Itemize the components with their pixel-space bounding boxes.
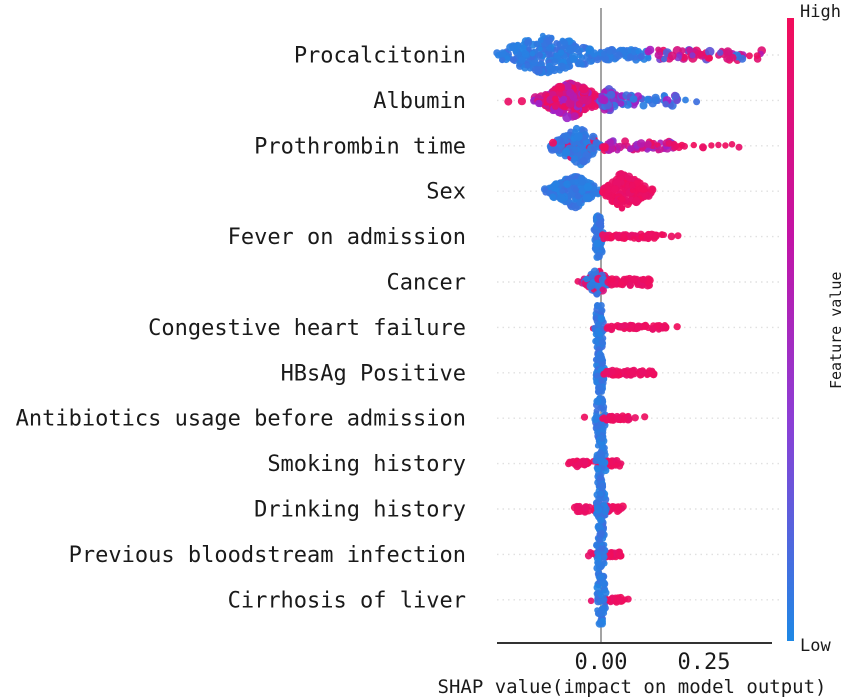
feature-label: Drinking history <box>254 498 466 523</box>
feature-row-dots <box>565 434 625 491</box>
feature-row-dots <box>546 124 743 169</box>
feature-label: HBsAg Positive <box>281 361 466 386</box>
feature-label: Smoking history <box>267 452 466 477</box>
feature-row-dots <box>590 212 682 261</box>
feature-row-dots <box>540 170 657 212</box>
colorbar-axis-label: Feature value <box>827 271 845 389</box>
colorbar-low-label: Low <box>800 636 831 656</box>
beeswarm-dots <box>493 32 766 628</box>
feature-row-dots <box>493 32 766 77</box>
x-axis-label: SHAP value(impact on model output) <box>437 676 827 698</box>
feature-label: Albumin <box>373 89 466 114</box>
feature-label: Prothrombin time <box>254 134 466 159</box>
feature-label: Sex <box>426 180 466 205</box>
feature-label: Cirrhosis of liver <box>228 588 466 613</box>
feature-label: Procalcitonin <box>294 44 466 69</box>
feature-row-dots <box>504 79 701 123</box>
feature-label: Cancer <box>387 271 466 296</box>
feature-label: Congestive heart failure <box>148 316 466 341</box>
x-tick-label-1: 0.25 <box>677 650 731 675</box>
feature-label: Fever on admission <box>228 225 466 250</box>
feature-row-dots <box>587 573 632 628</box>
feature-label: Antibiotics usage before admission <box>16 407 466 432</box>
feature-label: Previous bloodstream infection <box>69 543 466 568</box>
feature-labels: Procalcitonin Albumin Prothrombin time Sex F… <box>16 44 466 614</box>
x-tick-label-0: 0.00 <box>574 650 628 675</box>
feature-row-dots <box>592 349 658 396</box>
feature-row-dots <box>584 523 625 585</box>
feature-row-dots <box>589 302 681 353</box>
colorbar-high-label: High <box>800 2 841 22</box>
feature-value-colorbar <box>787 18 794 641</box>
feature-row-dots <box>580 394 649 442</box>
feature-row-dots <box>574 267 654 298</box>
